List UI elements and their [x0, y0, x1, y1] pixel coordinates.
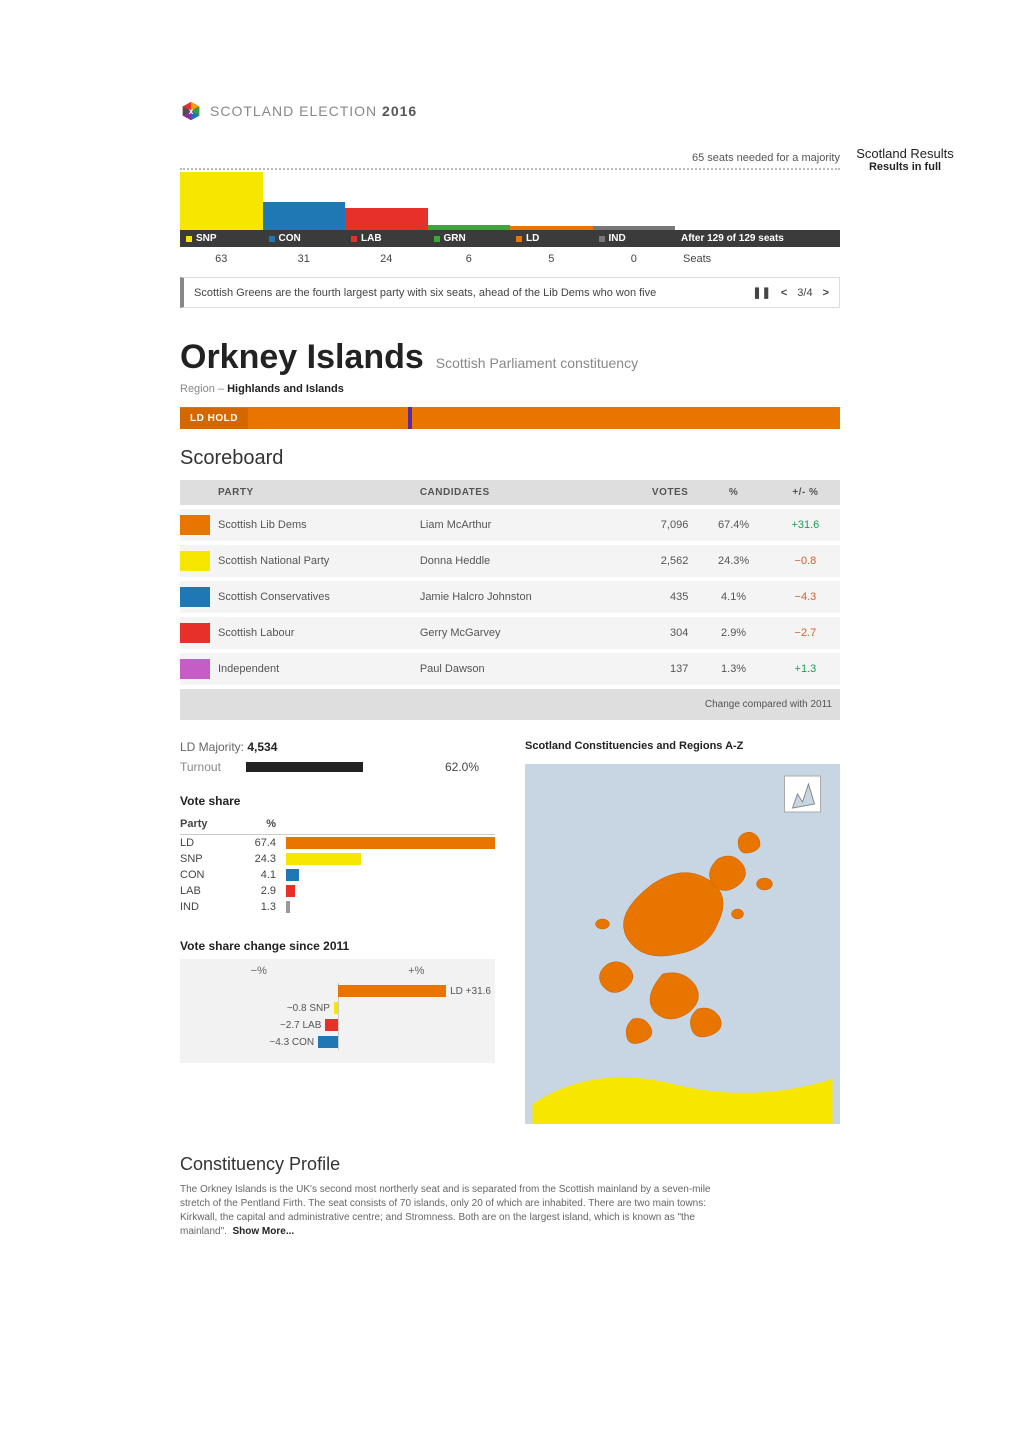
vote-change-row: −2.7 LAB	[180, 1017, 495, 1033]
vote-share-row: LD67.4	[180, 835, 495, 851]
table-row: Scottish Conservatives Jamie Halcro John…	[180, 579, 840, 615]
site-header: x SCOTLAND ELECTION 2016	[180, 100, 840, 122]
brand-text: SCOTLAND ELECTION 2016	[210, 103, 417, 119]
scoreboard-footer: Change compared with 2011	[180, 687, 840, 720]
scotland-results-link[interactable]: Scotland Results	[850, 146, 960, 161]
party-seat-bar: CON 31	[263, 202, 346, 272]
hold-marker	[408, 407, 412, 429]
table-row: Independent Paul Dawson 137 1.3% +1.3	[180, 651, 840, 687]
col-votes: VOTES	[614, 480, 697, 507]
col-candidates: CANDIDATES	[412, 480, 614, 507]
turnout-row: Turnout 62.0%	[180, 760, 495, 774]
pause-icon[interactable]: ❚❚	[752, 286, 770, 299]
results-in-full-link[interactable]: Results in full	[850, 161, 960, 173]
table-row: Scottish Lib Dems Liam McArthur 7,096 67…	[180, 507, 840, 543]
hold-label: LD HOLD	[180, 408, 248, 429]
result-hold-bar: LD HOLD	[180, 407, 840, 429]
vote-change-row: −0.8 SNP	[180, 1000, 495, 1016]
vote-share-row: SNP24.3	[180, 851, 495, 867]
party-seat-bar: GRN 6	[428, 225, 511, 272]
majority-threshold-label: 65 seats needed for a majority	[180, 152, 840, 164]
col-change: +/- %	[771, 480, 840, 507]
vote-share-row: CON4.1	[180, 867, 495, 883]
results-summary: Scotland Results Results in full 65 seat…	[180, 152, 840, 308]
az-link[interactable]: Scotland Constituencies and Regions A-Z	[525, 740, 840, 752]
constituency-profile: Constituency Profile The Orkney Islands …	[180, 1154, 840, 1239]
party-seat-bar: IND 0	[593, 226, 676, 271]
party-seat-bar: LD 5	[510, 226, 593, 272]
party-seat-bar: LAB 24	[345, 208, 428, 271]
party-seat-bar: SNP 63	[180, 172, 263, 271]
scoreboard-heading: Scoreboard	[180, 447, 840, 470]
chevron-right-icon[interactable]: >	[823, 287, 829, 299]
news-ticker: Scottish Greens are the fourth largest p…	[180, 277, 840, 308]
majority-line: LD Majority: 4,534	[180, 740, 495, 754]
vote-change-row: LD +31.6	[180, 983, 495, 999]
vote-share-chart: Vote share Party % LD67.4SNP24.3CON4.1LA…	[180, 794, 495, 915]
table-row: Scottish National Party Donna Heddle 2,5…	[180, 543, 840, 579]
region-line: Region – Highlands and Islands	[180, 383, 840, 395]
ticker-page: 3/4	[797, 287, 812, 299]
ticker-text: Scottish Greens are the fourth largest p…	[194, 287, 656, 299]
vote-change-row: −4.3 CON	[180, 1034, 495, 1050]
constituency-subtitle: Scottish Parliament constituency	[436, 355, 638, 371]
vote-share-row: LAB2.9	[180, 883, 495, 899]
col-pct: %	[696, 480, 770, 507]
constituency-title: Orkney Islands	[180, 338, 424, 377]
vote-share-row: IND1.3	[180, 899, 495, 915]
scoreboard-table: PARTY CANDIDATES VOTES % +/- % Scottish …	[180, 480, 840, 720]
table-row: Scottish Labour Gerry McGarvey 304 2.9% …	[180, 615, 840, 651]
constituency-map[interactable]	[525, 764, 840, 1124]
chevron-left-icon[interactable]: <	[781, 287, 787, 299]
vote-change-chart: Vote share change since 2011 −% +% LD +3…	[180, 939, 495, 1063]
svg-text:x: x	[189, 107, 194, 116]
show-more-link[interactable]: Show More...	[232, 1226, 294, 1237]
col-party: PARTY	[210, 480, 412, 507]
logo-icon: x	[180, 100, 202, 122]
